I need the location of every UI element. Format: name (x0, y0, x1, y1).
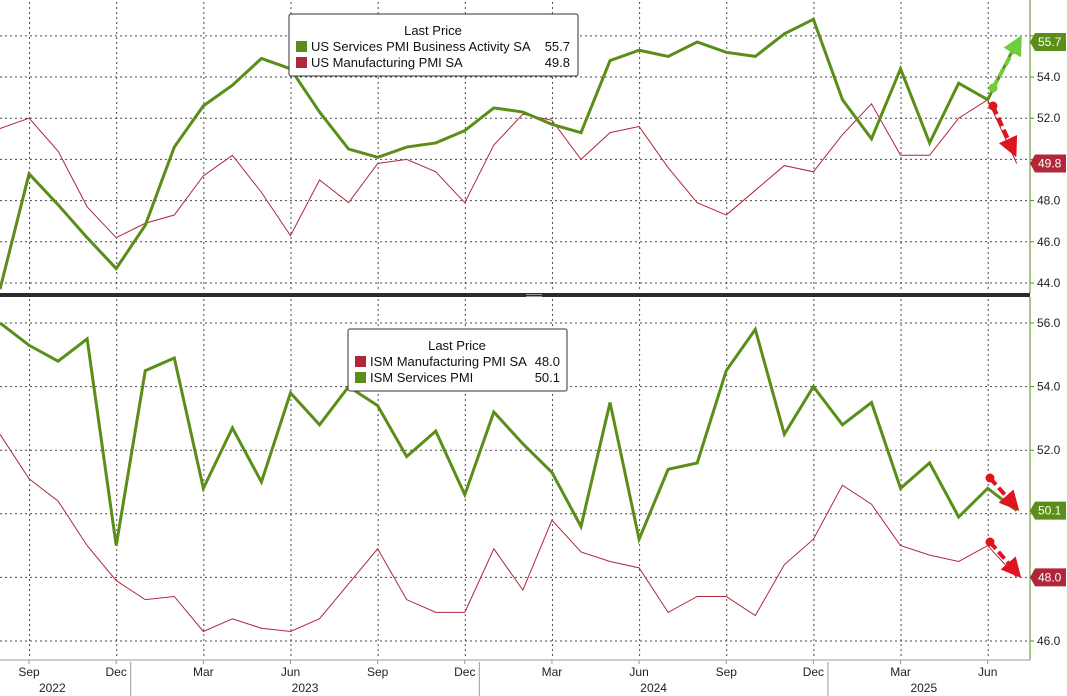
series-line-red-panel-0 (0, 98, 1018, 239)
top-legend-value-1: 49.8 (545, 55, 570, 70)
last-value-tag-label: 48.0 (1038, 570, 1062, 584)
bottom-legend-value-0: 48.0 (535, 354, 560, 369)
x-month-label: Dec (803, 665, 824, 679)
last-value-tag: 50.1 (1030, 501, 1066, 520)
x-month-label: Sep (367, 665, 389, 679)
bottom-legend: Last Price ISM Manufacturing PMI SA 48.0… (347, 328, 568, 392)
bottom-legend-label-0: ISM Manufacturing PMI SA (370, 354, 527, 369)
last-value-tag-label: 55.7 (1038, 35, 1062, 49)
top-legend-title: Last Price (404, 23, 462, 38)
y-tick-label: 54.0 (1037, 380, 1061, 394)
y-tick-label: 46.0 (1037, 235, 1061, 249)
y-tick-label: 48.0 (1037, 194, 1061, 208)
y-tick-label: 52.0 (1037, 111, 1061, 125)
top-series-lines (0, 17, 1019, 290)
x-month-label: Mar (193, 665, 214, 679)
y-tick-label: 56.0 (1037, 316, 1061, 330)
top-legend-swatch-1 (296, 57, 307, 68)
x-year-label: 2025 (910, 681, 937, 695)
last-value-tag-label: 49.8 (1038, 157, 1062, 171)
last-value-tag: 55.7 (1030, 33, 1066, 51)
top-red-arrow (988, 101, 1018, 158)
bottom-legend-title: Last Price (428, 338, 486, 353)
top-legend-label-1: US Manufacturing PMI SA (311, 55, 463, 70)
x-month-label: Jun (978, 665, 997, 679)
x-year-label: 2023 (292, 681, 319, 695)
last-value-tag: 48.0 (1030, 568, 1066, 587)
series-line-green-panel-1 (0, 321, 1018, 546)
y-tick-label: 54.0 (1037, 70, 1061, 84)
y-tick-label: 46.0 (1037, 634, 1061, 648)
last-value-tag: 49.8 (1030, 154, 1066, 173)
x-year-label: 2022 (39, 681, 66, 695)
x-month-label: Sep (716, 665, 738, 679)
top-green-arrow (988, 34, 1022, 93)
bottom-red-arrow-manufacturing (985, 537, 1022, 579)
x-month-label: Mar (542, 665, 563, 679)
y-tick-label: 44.0 (1037, 276, 1061, 290)
panel-separator[interactable] (0, 293, 1030, 297)
top-legend: Last Price US Services PMI Business Acti… (288, 13, 579, 77)
top-legend-label-0: US Services PMI Business Activity SA (311, 39, 531, 54)
y-tick-label: 52.0 (1037, 443, 1061, 457)
x-month-label: Dec (454, 665, 475, 679)
bottom-series-lines (0, 321, 1018, 633)
top-vertical-gridlines (29, 2, 989, 291)
top-legend-value-0: 55.7 (545, 39, 570, 54)
bottom-legend-value-1: 50.1 (535, 370, 560, 385)
bottom-legend-swatch-1 (355, 372, 366, 383)
bottom-legend-swatch-0 (355, 356, 366, 367)
annotation-arrows (985, 34, 1022, 579)
last-value-tag-label: 50.1 (1038, 504, 1062, 518)
series-line-red-panel-1 (0, 434, 1018, 633)
bottom-red-arrow-services (985, 473, 1020, 511)
x-year-label: 2024 (640, 681, 667, 695)
x-month-label: Jun (281, 665, 300, 679)
series-line-green-panel-0 (0, 17, 1019, 290)
top-y-axis: 44.0 46.0 48.0 52.0 54.0 (1029, 0, 1061, 293)
x-month-label: Dec (106, 665, 127, 679)
bottom-y-axis: 46.0 52.0 54.0 56.0 (1029, 297, 1061, 660)
x-month-label: Mar (890, 665, 911, 679)
bottom-legend-label-1: ISM Services PMI (370, 370, 473, 385)
last-value-tags: 49.8 55.7 48.0 50.1 (1030, 33, 1066, 587)
x-month-label: Sep (18, 665, 40, 679)
x-month-label: Jun (629, 665, 648, 679)
top-legend-swatch-0 (296, 41, 307, 52)
x-axis: Sep Dec Mar Jun Sep Dec Mar Jun Sep Dec Mar Jun 2022… (0, 659, 1030, 696)
